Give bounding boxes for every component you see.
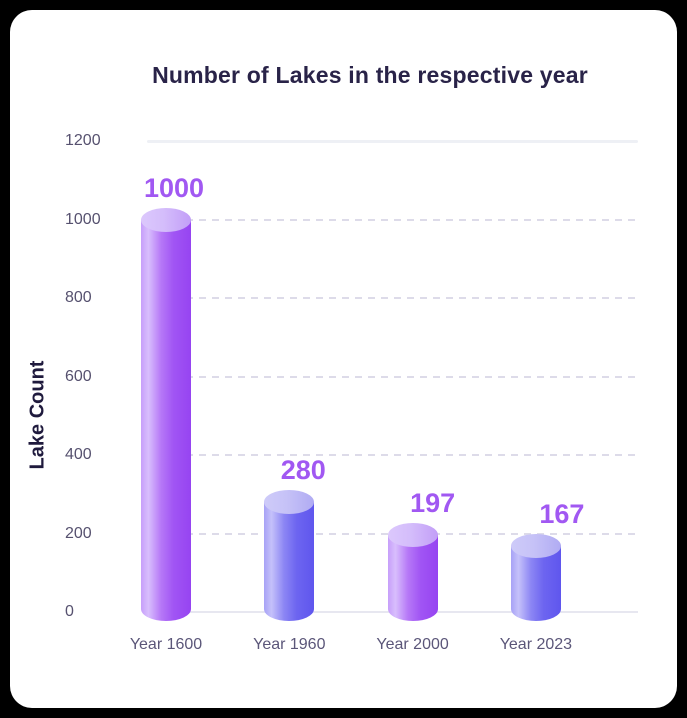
bar-value-label: 1000 xyxy=(143,172,205,203)
plot-area: 0 200 400 600 800 1000 1200 1000 Year 1600 280 Yea… xyxy=(65,132,638,653)
gridline-400 xyxy=(147,454,638,456)
y-tick-label: 200 xyxy=(65,524,92,542)
gridline-1200 xyxy=(147,140,638,143)
y-tick-label: 0 xyxy=(65,603,74,620)
bar-cylinder-body xyxy=(387,534,438,621)
chart-card: Number of Lakes in the respective year L… xyxy=(10,10,677,708)
bar-cylinder-top xyxy=(510,534,561,559)
y-axis-title: Lake Count xyxy=(26,360,49,470)
gridline-800 xyxy=(147,297,638,299)
chart-title: Number of Lakes in the respective year xyxy=(152,62,588,88)
bar-value-label: 280 xyxy=(280,455,326,486)
y-tick-label: 400 xyxy=(65,446,92,463)
bar-value-label: 167 xyxy=(539,499,585,530)
bar-cylinder-body xyxy=(141,219,191,621)
x-tick-label: Year 1960 xyxy=(253,636,326,653)
gridline-1000 xyxy=(147,218,638,221)
x-tick-label: Year 1600 xyxy=(129,636,203,653)
y-tick-label: 1200 xyxy=(65,132,101,149)
bar-cylinder-top xyxy=(264,490,315,515)
bar-cylinder-body xyxy=(510,546,561,621)
bar-cylinder-top xyxy=(141,207,191,232)
x-tick-label: Year 2000 xyxy=(376,636,449,653)
bar-value-label: 197 xyxy=(410,487,456,518)
y-tick-label: 600 xyxy=(65,367,92,385)
x-tick-label: Year 2023 xyxy=(499,636,573,653)
bar-cylinder-body xyxy=(264,502,315,621)
bar-cylinder-top xyxy=(387,522,438,547)
y-tick-label: 1000 xyxy=(65,210,101,228)
y-tick-label: 800 xyxy=(65,289,92,306)
gridline-600 xyxy=(147,375,638,378)
